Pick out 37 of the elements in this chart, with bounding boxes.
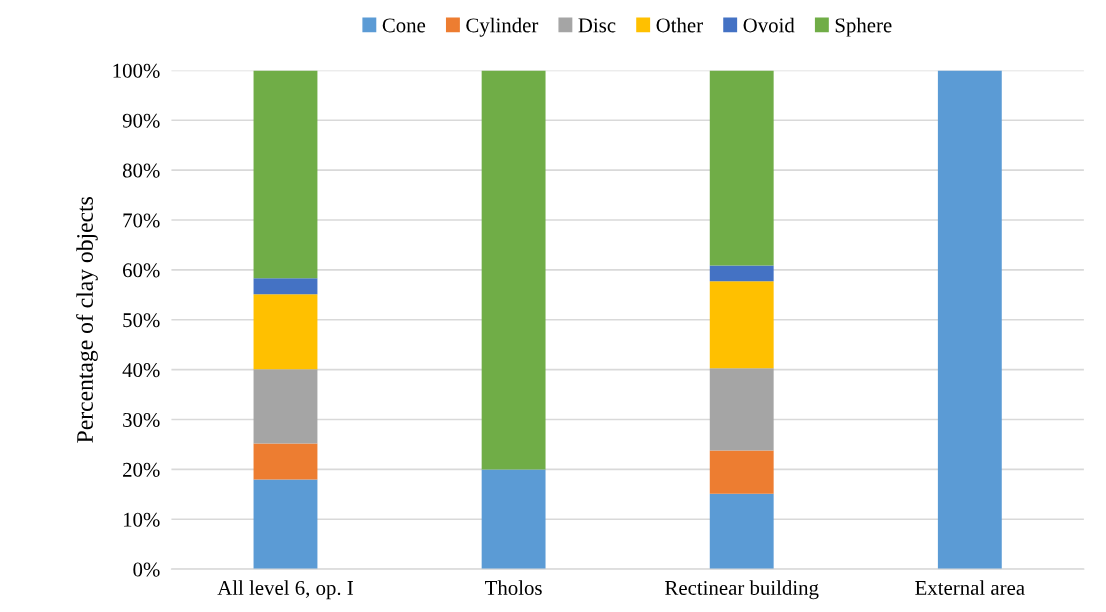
legend-label: Disc [578,18,616,33]
bar [937,70,1002,570]
bar [481,70,546,470]
bar [253,278,318,295]
y-tick-label: 90% [122,113,160,128]
legend-label: Other [656,17,703,33]
bar [253,70,318,279]
y-axis-title: Percentage of clay objects [76,197,98,443]
bar [253,479,318,570]
legend-label: Cone [382,18,426,33]
y-tick-label: 50% [123,313,160,328]
bar [253,294,318,370]
bar [709,70,774,266]
x-tick-label: External area [915,580,1025,595]
y-tick-label: 20% [123,462,160,477]
bar [709,450,774,494]
bar [709,281,774,369]
bar [481,469,546,570]
bar [253,443,318,480]
y-tick-label: 70% [123,213,160,228]
bar [709,368,774,451]
legend-label: Cylinder [466,17,539,37]
y-tick-label: 10% [123,512,160,527]
y-tick-label: 40% [122,363,160,378]
y-tick-label: 60% [123,263,160,278]
y-tick-label: 80% [122,163,160,178]
x-tick-label: Rectinear building [665,580,819,600]
bar [709,493,774,570]
x-tick-label: Tholos [485,580,542,595]
bar [709,265,774,282]
y-tick-label: 0% [133,562,160,577]
bar [253,369,318,444]
y-tick-label: 100% [113,63,160,78]
legend-label: Sphere [835,17,892,37]
x-tick-label: All level 6, op. I [217,580,354,600]
y-tick-label: 30% [123,412,160,428]
legend-label: Ovoid [743,17,795,33]
